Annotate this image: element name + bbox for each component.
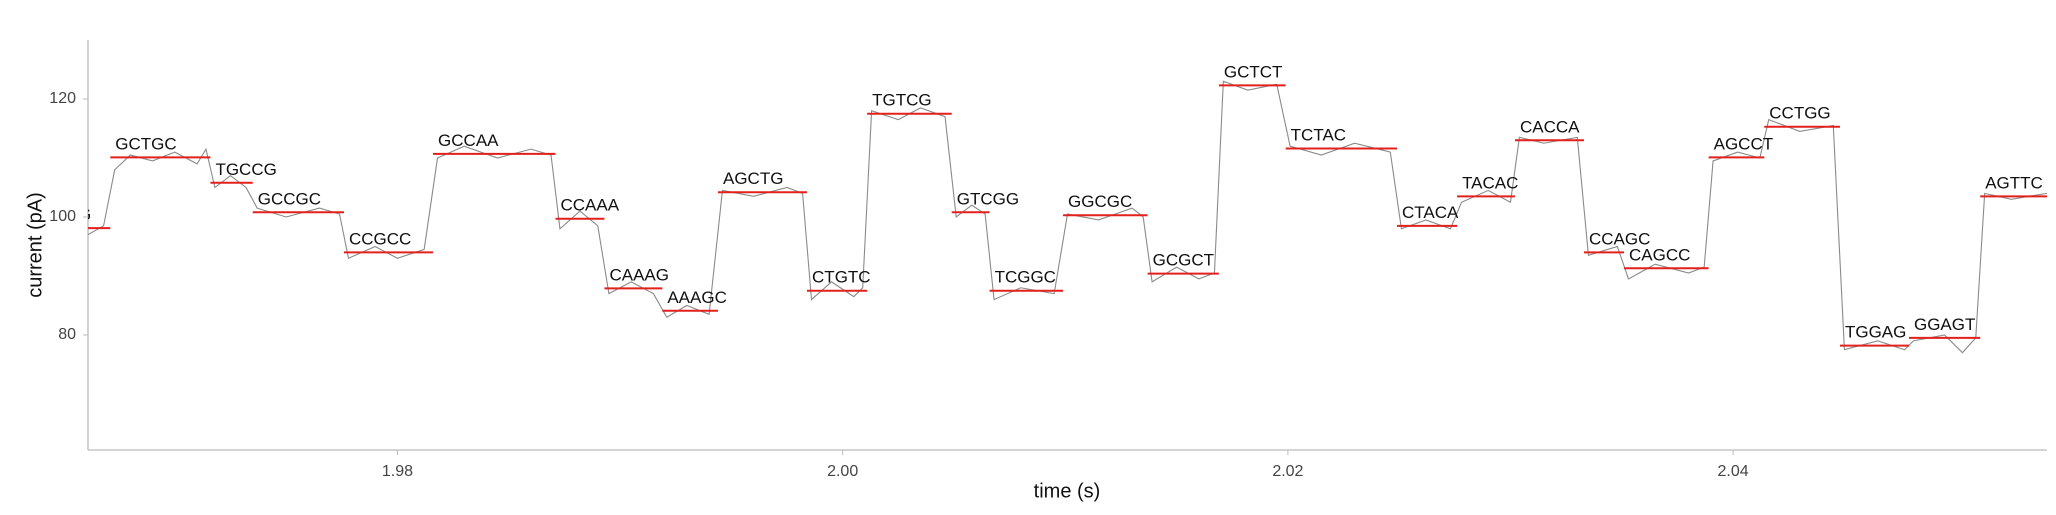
kmer-label: TCGGC: [995, 268, 1056, 287]
signal-trace: [88, 80, 2047, 354]
kmer-label: GTCGG: [957, 189, 1019, 208]
y-tick-label: 80: [58, 326, 76, 343]
kmer-label: CAAAG: [609, 265, 669, 284]
kmer-label: TCTAC: [1291, 126, 1346, 145]
kmer-label: G: [78, 205, 91, 224]
kmer-label: GCCAA: [438, 131, 499, 150]
x-tick-label: 2.04: [1718, 463, 1749, 480]
x-tick-label: 2.00: [827, 463, 858, 480]
kmer-label: AAAGC: [667, 288, 727, 307]
kmer-label: CTGTC: [812, 268, 871, 287]
y-axis-title: current (pA): [24, 192, 46, 298]
kmer-label: AGCCT: [1714, 134, 1774, 153]
kmer-label: TGTCG: [872, 91, 932, 110]
kmer-label: CCAAA: [560, 196, 619, 215]
x-tick-label: 1.98: [382, 463, 413, 480]
kmer-label: GCTCT: [1224, 62, 1283, 81]
kmer-label: GCGCT: [1153, 251, 1214, 270]
kmer-label: GGAGT: [1914, 315, 1975, 334]
plot-area: G GCTGC TGCCG GCCGC CCGCC GCCAA CCAAA CAAAG AAAG…: [78, 62, 2047, 354]
x-tick-label: 2.02: [1272, 463, 1303, 480]
y-tick-label: 100: [49, 208, 76, 225]
kmer-label: TGGAG: [1845, 323, 1906, 342]
kmer-label: CACCA: [1520, 117, 1580, 136]
kmer-label: GCCGC: [258, 189, 321, 208]
kmer-label: CCAGC: [1589, 229, 1650, 248]
kmer-label: CCTGG: [1769, 104, 1830, 123]
kmer-label: TACAC: [1462, 173, 1518, 192]
x-axis-title: time (s): [1034, 480, 1101, 502]
kmer-label: GGCGC: [1068, 192, 1132, 211]
y-tick-label: 120: [49, 90, 76, 107]
kmer-label: TGCCG: [215, 160, 276, 179]
kmer-label: AGTTC: [1985, 173, 2043, 192]
kmer-label: GCTGC: [115, 134, 176, 153]
kmer-label: CCGCC: [349, 229, 411, 248]
kmer-label: AGCTG: [723, 169, 783, 188]
kmer-label: CTACA: [1402, 203, 1459, 222]
kmer-label: CAGCC: [1629, 245, 1690, 264]
